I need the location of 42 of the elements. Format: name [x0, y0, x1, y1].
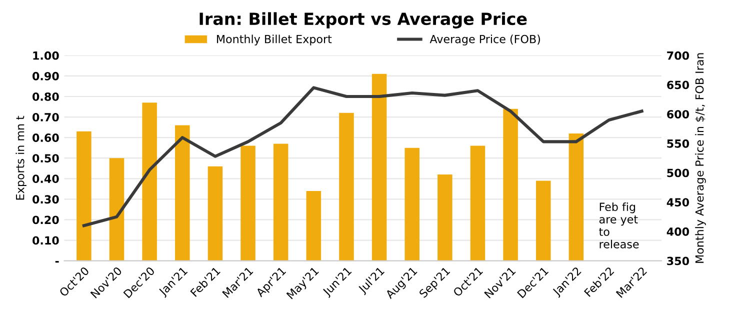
y-tick-label: 1.00 [33, 51, 59, 60]
y2-tick-label: 350 [667, 256, 690, 266]
legend-label: Monthly Billet Export [217, 34, 332, 46]
legend-label: Average Price (FOB) [430, 34, 540, 46]
y2-tick-label: 600 [667, 110, 690, 118]
y-tick-label: 0.40 [32, 174, 59, 184]
y2-tick-label: 450 [666, 198, 690, 206]
bar [76, 131, 92, 261]
bar [536, 180, 551, 261]
y2-tick-label: 700 [667, 51, 690, 60]
y-tick-label: 0.70 [32, 113, 59, 122]
y-tick-label: - [55, 261, 59, 263]
bar [306, 190, 322, 261]
y-tick-label: 0.30 [32, 195, 59, 204]
bar [470, 146, 486, 261]
bar [109, 158, 124, 261]
y2-tick-label: 550 [667, 139, 690, 148]
bar [404, 148, 420, 261]
y-axis-title: Exports in mn t [16, 116, 26, 200]
y-tick-label: 0.60 [32, 134, 59, 142]
bar [568, 133, 584, 261]
y2-tick-label: 650 [667, 80, 690, 90]
y-tick-label: 0.10 [32, 236, 59, 245]
y-tick-label: 0.90 [32, 72, 59, 80]
y2-axis-title: Monthly Average Price in $/t, FOB Iran [695, 53, 706, 263]
bar [372, 74, 387, 261]
y-tick-label: 0.50 [32, 154, 59, 162]
bar [142, 102, 157, 261]
y-tick-label: 0.20 [32, 216, 59, 224]
bar [240, 146, 256, 261]
bar [339, 112, 354, 261]
bar [273, 144, 288, 261]
line-series [82, 86, 644, 228]
bar [175, 125, 190, 261]
y2-tick-label: 400 [666, 227, 690, 236]
bar [208, 166, 223, 261]
bar [503, 108, 518, 261]
annotation: Feb fig are yet to release [599, 202, 639, 248]
bar [438, 174, 452, 261]
chart-title: Iran: Billet Export vs Average Price [200, 12, 527, 28]
y2-tick-label: 500 [667, 168, 690, 178]
y-tick-label: 0.80 [32, 92, 59, 101]
